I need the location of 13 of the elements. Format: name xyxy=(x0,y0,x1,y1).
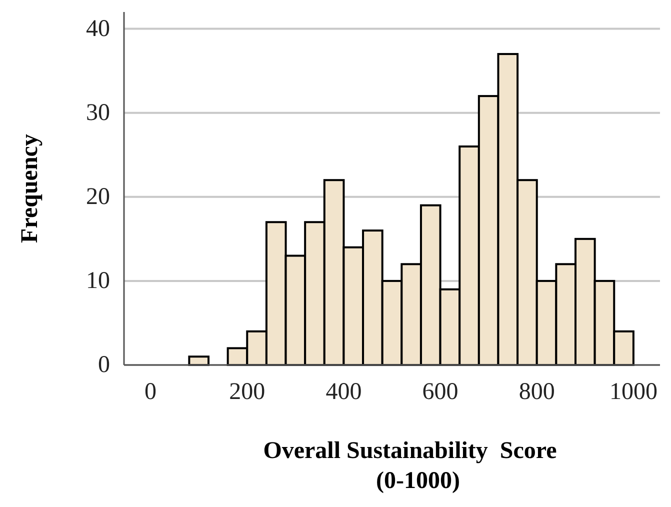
x-tick-label: 200 xyxy=(229,379,266,405)
y-tick-label: 20 xyxy=(86,184,110,210)
x-tick-label: 600 xyxy=(422,379,458,405)
y-tick-label: 30 xyxy=(86,100,110,126)
x-tick-label: 400 xyxy=(326,379,362,405)
y-tick-label: 0 xyxy=(98,352,110,378)
x-tick-label: 0 xyxy=(144,379,157,405)
x-axis-title: Overall Sustainability Score (0-1000) xyxy=(263,438,558,494)
y-tick-label: 10 xyxy=(86,268,110,294)
x-tick-label: 800 xyxy=(518,379,555,405)
y-tick-label: 40 xyxy=(86,16,110,42)
y-axis-title: Frequency xyxy=(17,134,43,243)
x-tick-label: 1000 xyxy=(609,379,658,405)
